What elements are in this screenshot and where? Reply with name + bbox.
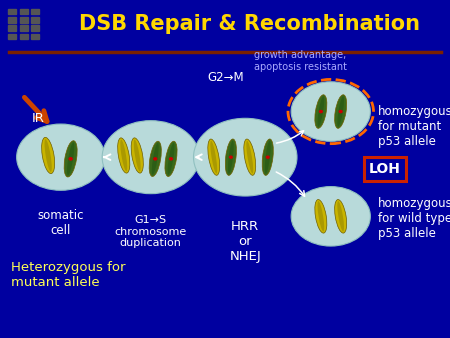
- Circle shape: [17, 124, 105, 190]
- Bar: [32, 9, 39, 14]
- Ellipse shape: [244, 139, 256, 175]
- Ellipse shape: [167, 143, 175, 175]
- Ellipse shape: [225, 139, 236, 175]
- Circle shape: [291, 187, 370, 246]
- Ellipse shape: [149, 141, 162, 176]
- Bar: [20, 34, 27, 39]
- Ellipse shape: [45, 139, 52, 172]
- Ellipse shape: [134, 140, 141, 171]
- Circle shape: [320, 111, 322, 113]
- Circle shape: [230, 156, 232, 158]
- Ellipse shape: [131, 138, 144, 173]
- Text: somatic
cell: somatic cell: [37, 209, 84, 237]
- Ellipse shape: [318, 201, 324, 232]
- Text: Heterozygous for
mutant allele: Heterozygous for mutant allele: [11, 262, 126, 289]
- Text: LOH: LOH: [369, 162, 400, 176]
- Ellipse shape: [335, 199, 346, 233]
- Ellipse shape: [335, 95, 346, 128]
- Ellipse shape: [265, 141, 270, 173]
- Ellipse shape: [262, 139, 273, 175]
- Circle shape: [102, 121, 199, 194]
- Bar: [20, 9, 27, 14]
- Ellipse shape: [67, 143, 74, 175]
- Ellipse shape: [165, 141, 177, 176]
- Bar: [9, 17, 16, 23]
- Bar: [9, 9, 16, 14]
- Bar: [32, 25, 39, 31]
- Circle shape: [69, 158, 72, 160]
- Ellipse shape: [42, 137, 54, 174]
- Ellipse shape: [210, 141, 217, 173]
- Text: G2→M: G2→M: [207, 71, 243, 84]
- Circle shape: [266, 156, 269, 158]
- Circle shape: [194, 118, 297, 196]
- Bar: [9, 25, 16, 31]
- Text: growth advantage,
apoptosis resistant: growth advantage, apoptosis resistant: [254, 50, 347, 72]
- Bar: [9, 34, 16, 39]
- Ellipse shape: [152, 143, 159, 175]
- Bar: [32, 34, 39, 39]
- Text: IR: IR: [32, 112, 45, 125]
- Text: G1→S
chromosome
duplication: G1→S chromosome duplication: [115, 215, 187, 248]
- Ellipse shape: [208, 139, 220, 175]
- Bar: [20, 17, 27, 23]
- Ellipse shape: [338, 201, 344, 232]
- Ellipse shape: [117, 138, 130, 173]
- Text: homozygous
for mutant
p53 allele: homozygous for mutant p53 allele: [378, 105, 450, 148]
- Circle shape: [339, 111, 342, 113]
- Circle shape: [291, 82, 370, 141]
- Ellipse shape: [315, 95, 327, 128]
- Ellipse shape: [64, 141, 77, 177]
- Ellipse shape: [318, 96, 324, 127]
- Ellipse shape: [120, 140, 127, 171]
- Text: DSB Repair & Recombination: DSB Repair & Recombination: [79, 14, 420, 34]
- Text: homozygous
for wild type
p53 allele: homozygous for wild type p53 allele: [378, 196, 450, 240]
- Ellipse shape: [338, 96, 344, 127]
- Bar: [20, 25, 27, 31]
- Circle shape: [170, 158, 172, 160]
- Circle shape: [154, 158, 157, 160]
- Text: HRR
or
NHEJ: HRR or NHEJ: [230, 220, 261, 263]
- Ellipse shape: [228, 141, 234, 173]
- Ellipse shape: [246, 141, 253, 173]
- Bar: [32, 17, 39, 23]
- Ellipse shape: [315, 199, 327, 233]
